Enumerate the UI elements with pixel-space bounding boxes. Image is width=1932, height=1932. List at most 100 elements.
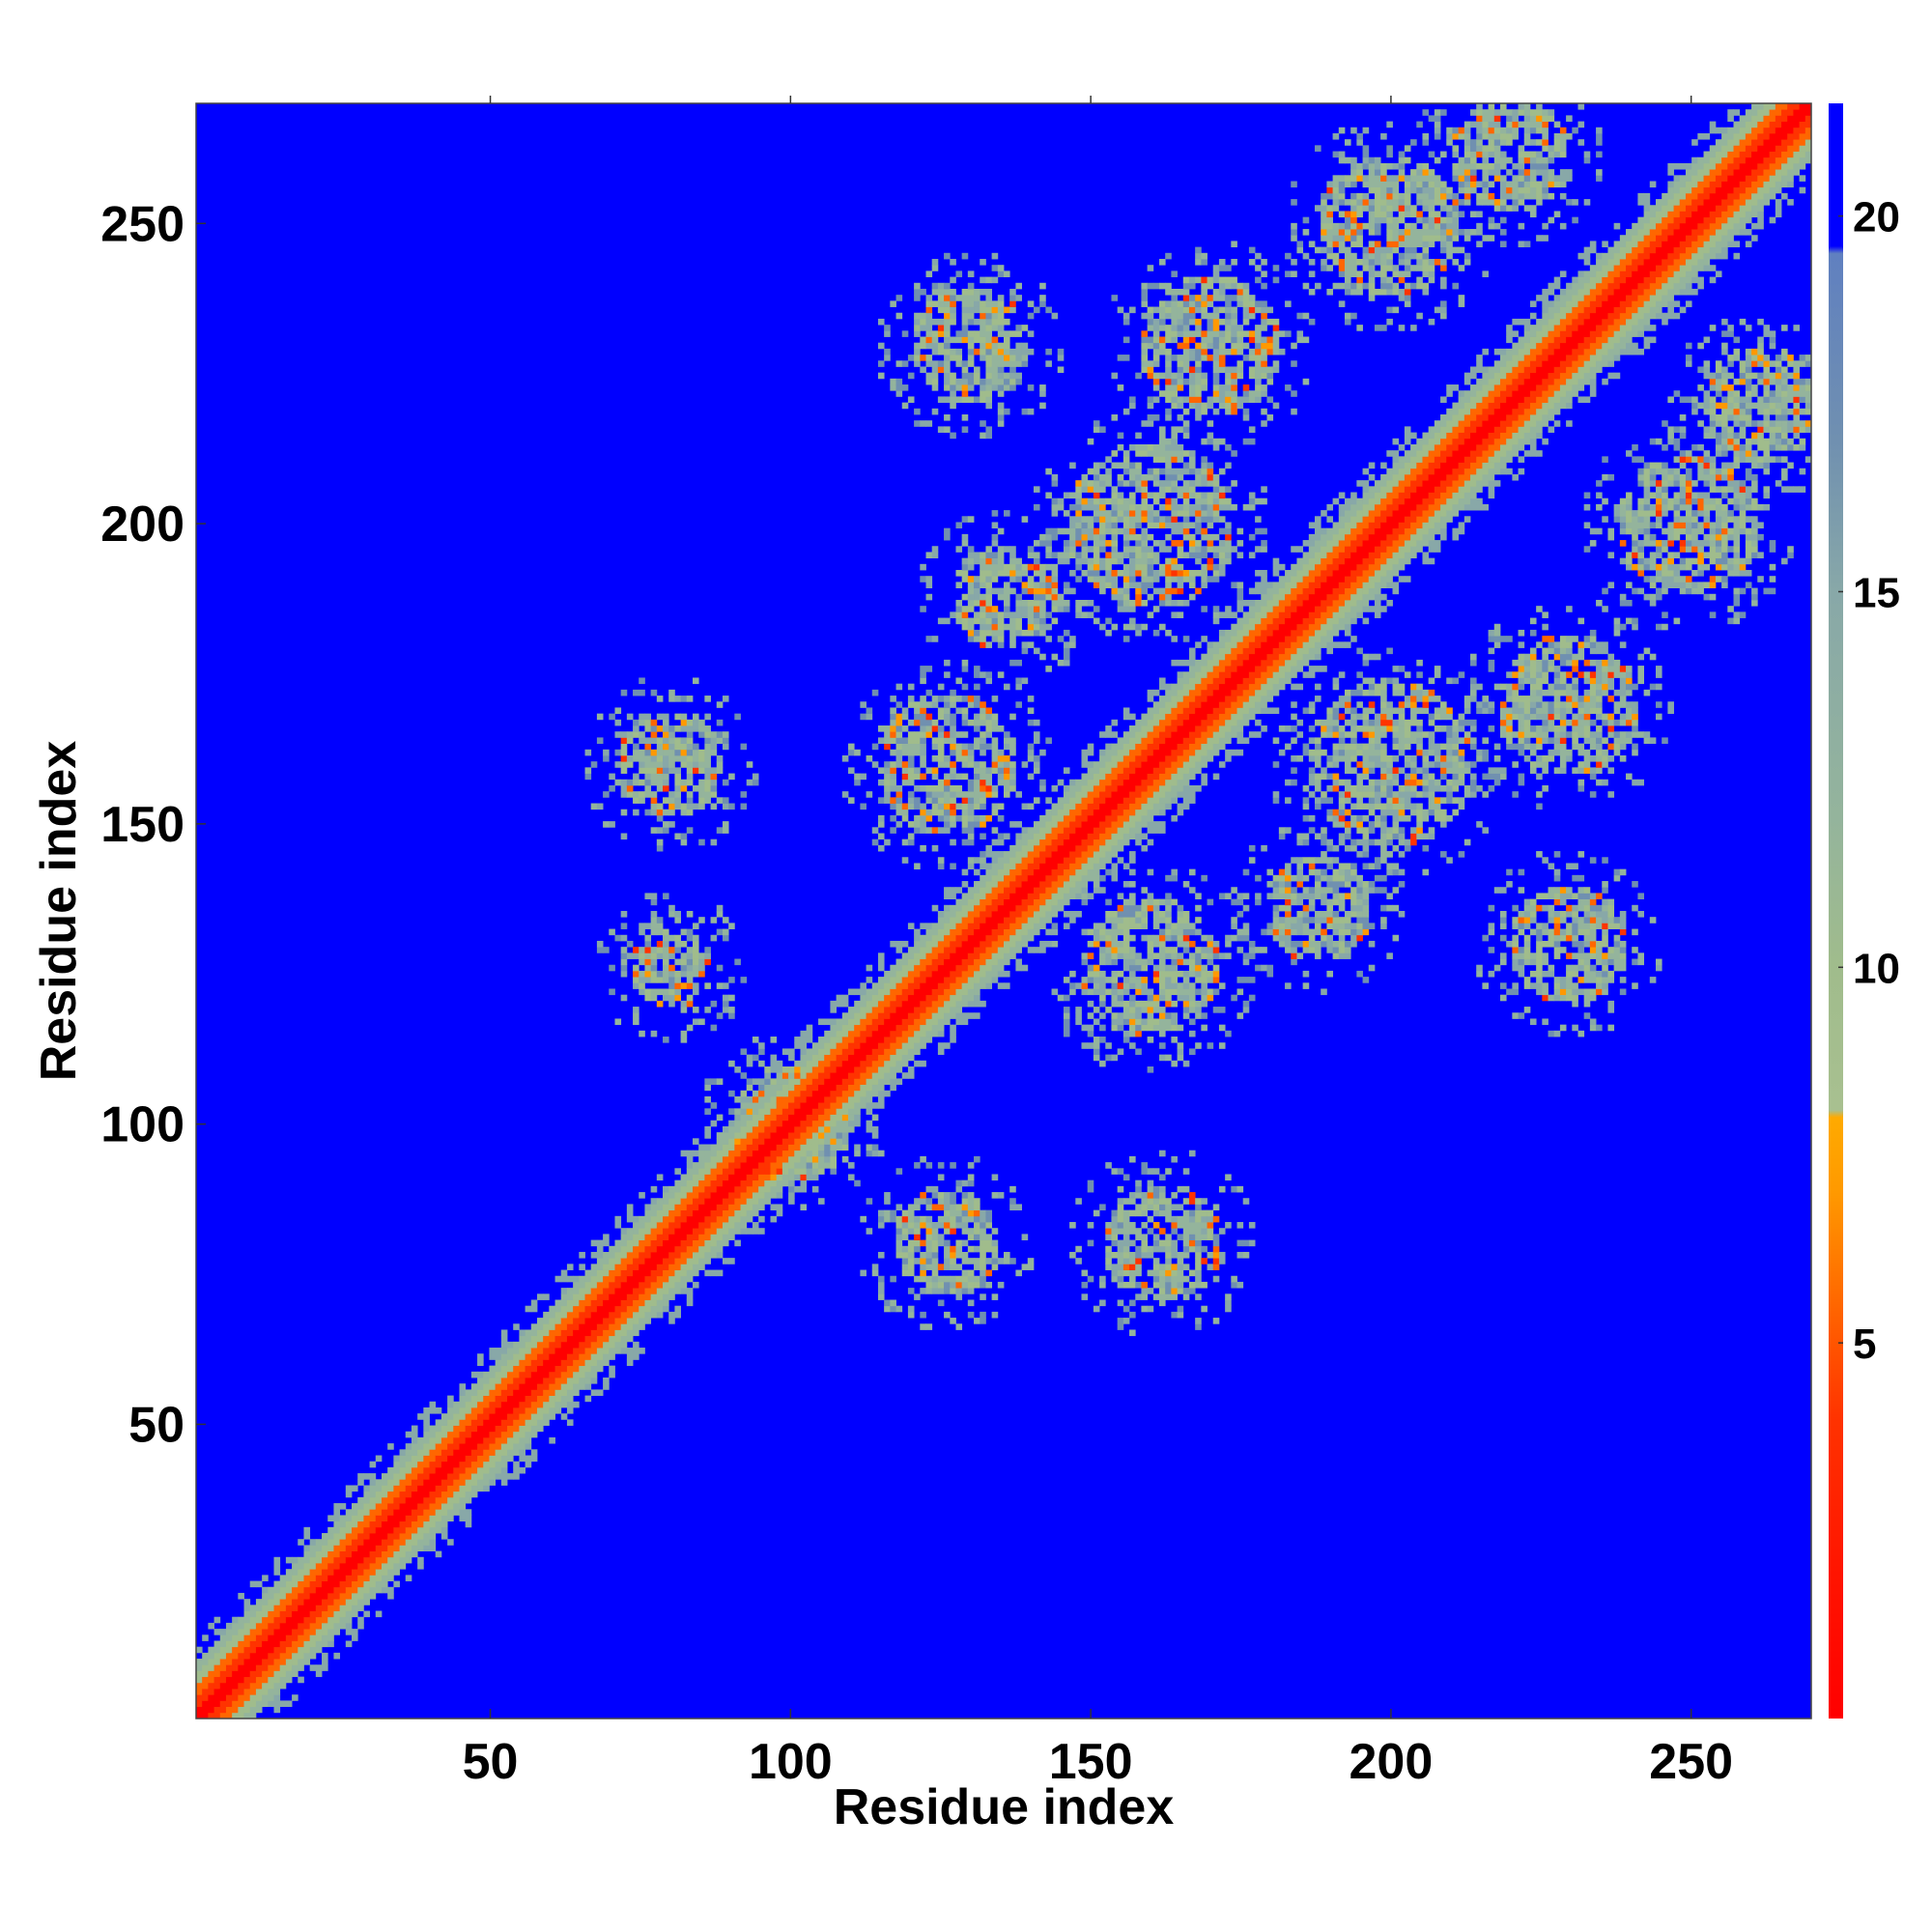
heatmap-cell (333, 1610, 341, 1618)
heatmap-cell (309, 1640, 317, 1648)
heatmap-cell (352, 1533, 358, 1540)
heatmap-cell (1027, 887, 1035, 894)
heatmap-cell (830, 1024, 837, 1032)
heatmap-cell (208, 1694, 214, 1701)
heatmap-cell (1033, 923, 1040, 929)
heatmap-cell (620, 1288, 628, 1294)
heatmap-cell (477, 1473, 484, 1480)
heatmap-cell (1057, 868, 1065, 876)
heatmap-cell (997, 342, 1005, 350)
heatmap-cell (704, 725, 711, 732)
heatmap-cell (967, 1204, 975, 1211)
heatmap-cell (811, 1078, 819, 1085)
heatmap-cell (549, 1436, 555, 1444)
heatmap-cell (1009, 767, 1016, 774)
heatmap-cell (781, 1072, 789, 1079)
heatmap-cell (1039, 863, 1046, 870)
heatmap-cell (273, 1569, 281, 1576)
heatmap-cell (453, 1491, 460, 1498)
heatmap-cell (860, 1007, 867, 1013)
heatmap-cell (530, 1378, 538, 1384)
heatmap-cell (937, 396, 945, 404)
heatmap-cell (692, 784, 699, 792)
heatmap-cell (811, 1125, 819, 1133)
heatmap-cell (525, 1455, 532, 1463)
heatmap-cell (519, 1419, 526, 1426)
heatmap-cell (740, 1090, 748, 1097)
heatmap-cell (1063, 1024, 1070, 1032)
heatmap-cell (980, 570, 986, 577)
heatmap-cell (285, 1652, 293, 1660)
heatmap-cell (447, 1431, 454, 1438)
heatmap-cell (387, 1485, 394, 1492)
heatmap-cell (907, 1288, 915, 1294)
heatmap-cell (579, 1293, 585, 1300)
heatmap-cell (895, 719, 903, 726)
heatmap-cell (740, 1102, 748, 1109)
heatmap-cell (596, 737, 604, 744)
heatmap-cell (1009, 893, 1016, 900)
heatmap-cell (980, 617, 986, 625)
heatmap-cell (465, 1449, 472, 1456)
heatmap-cell (656, 1258, 664, 1264)
heatmap-cell (519, 1443, 526, 1450)
heatmap-cell (626, 1215, 634, 1223)
heatmap-cell (1033, 833, 1040, 840)
heatmap-cell (925, 784, 933, 792)
heatmap-cell (746, 1078, 753, 1085)
heatmap-cell (824, 1125, 831, 1133)
heatmap-cell (818, 1060, 825, 1067)
heatmap-cell (639, 952, 645, 959)
heatmap-cell (758, 1144, 765, 1151)
heatmap-cell (698, 1018, 705, 1026)
heatmap-cell (692, 1168, 699, 1175)
heatmap-cell (333, 1575, 341, 1581)
heatmap-cell (836, 1144, 843, 1151)
heatmap-cell (860, 1072, 867, 1079)
heatmap-cell (686, 911, 694, 918)
heatmap-cell (961, 623, 969, 631)
heatmap-cell (405, 1550, 412, 1558)
heatmap-cell (961, 1012, 969, 1019)
heatmap-cell (417, 1562, 424, 1570)
heatmap-cell (991, 868, 999, 876)
heatmap-cell (1027, 934, 1035, 942)
heatmap-cell (925, 791, 933, 798)
heatmap-cell (322, 1634, 328, 1641)
heatmap-cell (967, 940, 975, 948)
heatmap-cell (914, 773, 921, 781)
heatmap-cell (1009, 636, 1016, 642)
heatmap-cell (477, 1378, 484, 1384)
heatmap-cell (950, 791, 956, 798)
heatmap-cell (417, 1466, 424, 1474)
heatmap-cell (980, 707, 986, 715)
heatmap-cell (663, 952, 669, 959)
heatmap-cell (884, 1305, 891, 1313)
heatmap-cell (854, 1024, 861, 1032)
heatmap-cell (991, 1174, 999, 1181)
heatmap-cell (219, 1689, 227, 1695)
heatmap-cell (1033, 917, 1040, 923)
heatmap-cell (931, 947, 939, 953)
heatmap-cell (890, 378, 896, 385)
heatmap-cell (196, 1664, 203, 1671)
heatmap-cell (566, 1335, 574, 1343)
heatmap-cell (884, 791, 891, 798)
heatmap-cell (895, 1060, 903, 1067)
heatmap-cell (716, 1162, 724, 1169)
heatmap-cell (967, 911, 975, 918)
heatmap-cell (788, 1120, 795, 1127)
heatmap-cell (955, 396, 963, 404)
heatmap-cell (387, 1503, 394, 1510)
heatmap-cell (1021, 570, 1029, 577)
heatmap-cell (279, 1634, 287, 1641)
heatmap-cell (686, 761, 694, 768)
heatmap-cell (626, 952, 634, 959)
heatmap-cell (788, 1138, 795, 1145)
heatmap-cell (405, 1545, 412, 1551)
heatmap-cell (716, 1168, 724, 1175)
heatmap-cell (997, 904, 1005, 912)
heatmap-cell (967, 1288, 975, 1294)
heatmap-cell (459, 1485, 467, 1492)
heatmap-cell (1009, 844, 1016, 852)
